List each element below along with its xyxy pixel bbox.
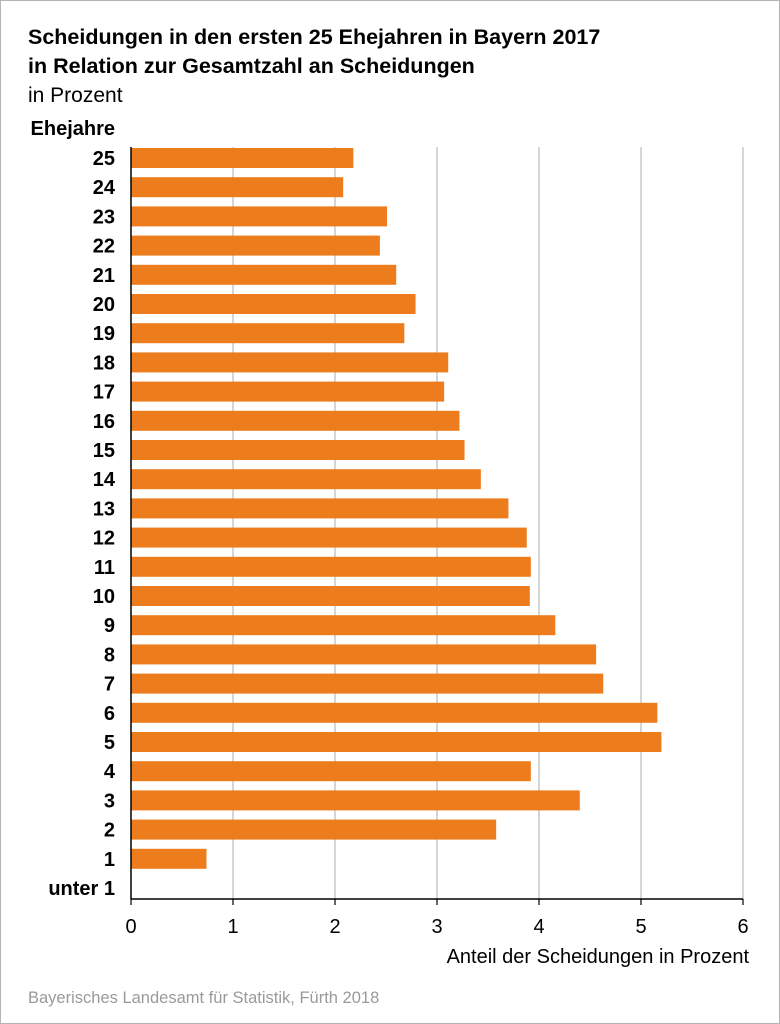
y-tick-label-21: 21 — [93, 265, 115, 287]
y-tick-label-6: 6 — [104, 703, 115, 725]
y-tick-label-25: 25 — [93, 148, 115, 170]
bar-14 — [131, 469, 481, 489]
y-tick-label-20: 20 — [93, 294, 115, 316]
y-tick-label-18: 18 — [93, 352, 115, 374]
bar-23 — [131, 206, 387, 226]
bar-7 — [131, 674, 603, 694]
y-tick-label-13: 13 — [93, 498, 115, 520]
y-tick-label-19: 19 — [93, 323, 115, 345]
bar-16 — [131, 411, 459, 431]
bar-12 — [131, 528, 527, 548]
y-tick-label-12: 12 — [93, 528, 115, 550]
bar-9 — [131, 615, 555, 635]
bar-5 — [131, 732, 661, 752]
y-tick-label-16: 16 — [93, 411, 115, 433]
bar-21 — [131, 265, 396, 285]
bar-15 — [131, 440, 465, 460]
y-tick-label-unter-1: unter 1 — [48, 878, 115, 900]
bar-6 — [131, 703, 657, 723]
bar-25 — [131, 148, 353, 168]
x-tick-label-2: 2 — [329, 916, 340, 938]
bar-19 — [131, 323, 404, 343]
y-tick-label-23: 23 — [93, 206, 115, 228]
y-tick-label-15: 15 — [93, 440, 115, 462]
bar-13 — [131, 498, 508, 518]
y-tick-label-11: 11 — [94, 557, 115, 579]
bar-1 — [131, 849, 206, 869]
bar-10 — [131, 586, 530, 606]
bar-8 — [131, 644, 596, 664]
bar-17 — [131, 382, 444, 402]
gridlines — [233, 147, 743, 899]
y-tick-label-17: 17 — [93, 382, 115, 404]
y-tick-label-10: 10 — [93, 586, 115, 608]
source-note: Bayerisches Landesamt für Statistik, Für… — [28, 989, 379, 1008]
bar-20 — [131, 294, 416, 314]
y-tick-label-14: 14 — [93, 469, 116, 491]
y-tick-label-5: 5 — [104, 732, 115, 754]
y-tick-label-8: 8 — [104, 644, 115, 666]
y-tick-label-7: 7 — [104, 674, 115, 696]
x-tick-label-4: 4 — [533, 916, 544, 938]
bar-4 — [131, 761, 531, 781]
bar-11 — [131, 557, 531, 577]
bar-24 — [131, 177, 343, 197]
bars — [131, 148, 661, 869]
x-tick-label-5: 5 — [635, 916, 646, 938]
y-axis-title: Ehejahre — [31, 118, 115, 140]
y-tick-label-3: 3 — [104, 790, 115, 812]
y-tick-label-24: 24 — [93, 177, 116, 199]
x-tick-label-1: 1 — [227, 916, 238, 938]
y-tick-label-22: 22 — [93, 236, 115, 258]
x-tick-label-3: 3 — [431, 916, 442, 938]
bar-2 — [131, 820, 496, 840]
bar-3 — [131, 790, 580, 810]
x-tick-label-6: 6 — [737, 916, 748, 938]
bar-18 — [131, 352, 448, 372]
y-tick-label-2: 2 — [104, 820, 115, 842]
bar-22 — [131, 236, 380, 256]
y-tick-label-4: 4 — [104, 761, 116, 783]
y-tick-label-1: 1 — [104, 849, 115, 871]
y-tick-label-9: 9 — [104, 615, 115, 637]
x-tick-label-0: 0 — [125, 916, 136, 938]
x-axis-title: Anteil der Scheidungen in Prozent — [447, 946, 750, 968]
